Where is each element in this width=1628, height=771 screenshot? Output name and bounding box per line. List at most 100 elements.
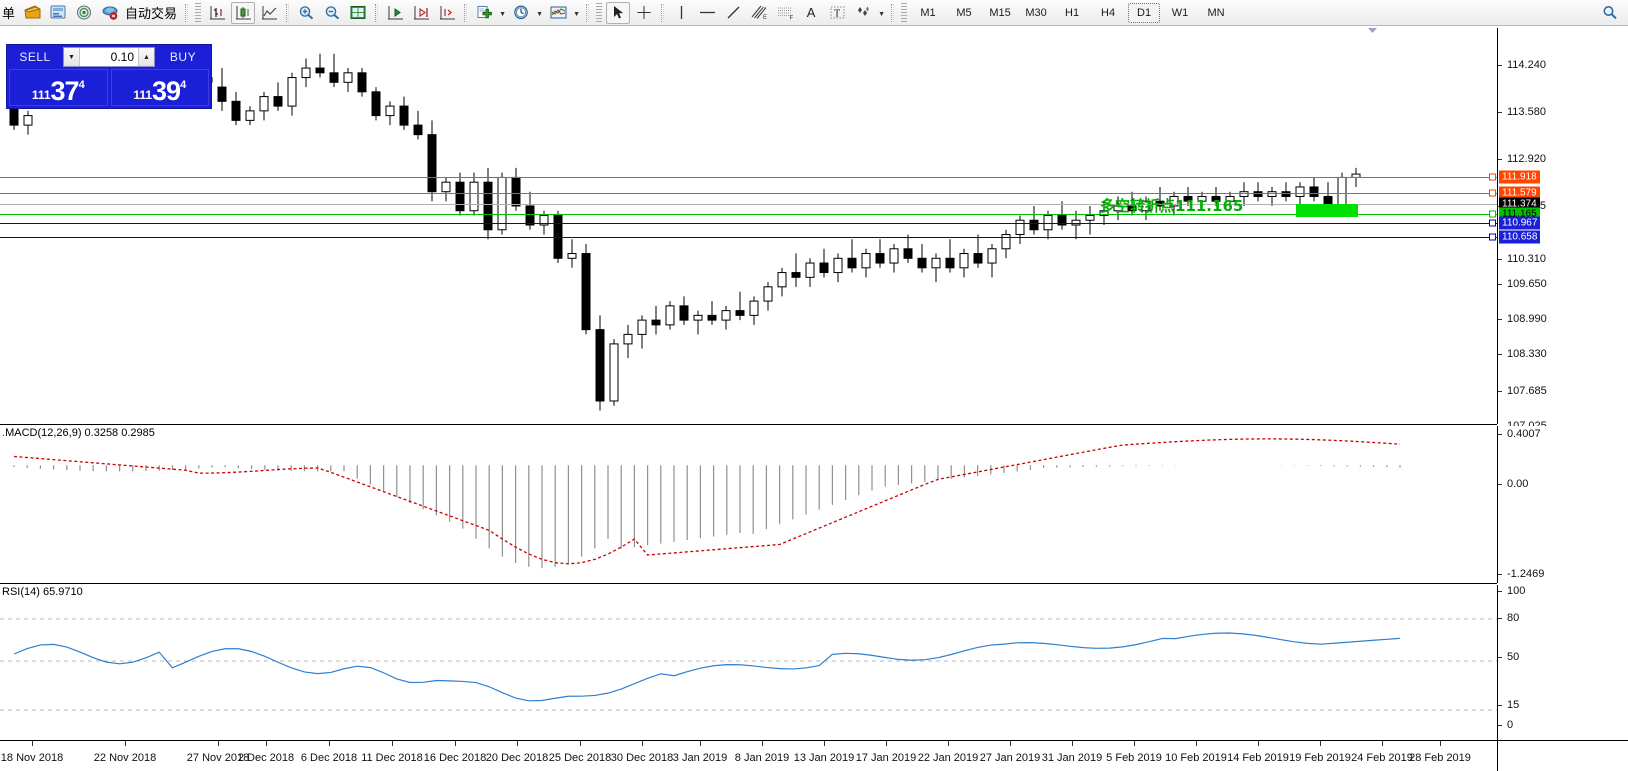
line-chart-icon[interactable]: [257, 2, 281, 24]
timeframe-m5[interactable]: M5: [956, 6, 972, 19]
candle: [847, 239, 857, 273]
resistance-111-579-line[interactable]: [0, 193, 1497, 194]
candle: [441, 177, 451, 202]
cursor-icon[interactable]: [606, 1, 631, 24]
timeframe-mn[interactable]: MN: [1207, 6, 1225, 19]
timeframe-m30[interactable]: M30: [1025, 6, 1047, 19]
resistance-111-918-handle[interactable]: [1489, 173, 1496, 181]
expert-advisor-icon[interactable]: [98, 2, 122, 24]
candle: [973, 234, 983, 268]
date-axis[interactable]: 18 Nov 2018 22 Nov 2018 27 Nov 2018 2 Dec 2…: [0, 740, 1497, 771]
date-tick-mark: [517, 741, 518, 746]
templates-dropdown-caret[interactable]: ▼: [573, 10, 580, 18]
auto-scroll-icon[interactable]: [383, 2, 407, 24]
current-price-111-374-tag[interactable]: 111.374: [1499, 197, 1540, 211]
resistance-111-918-line[interactable]: [0, 177, 1497, 178]
sell-price-prefix: 111: [31, 88, 51, 102]
zoom-out-icon[interactable]: [320, 2, 344, 24]
support-110-967-handle[interactable]: [1489, 219, 1496, 227]
macd-scale[interactable]: 0.4007 0.00 -1.2469: [1497, 426, 1628, 583]
objects-list-icon[interactable]: [851, 2, 875, 24]
highlight-rectangle[interactable]: [1296, 204, 1358, 217]
timeframe-w1[interactable]: W1: [1171, 6, 1189, 19]
toolbar-grip[interactable]: [195, 2, 202, 23]
price-tick-mark: [1498, 65, 1502, 66]
text-label-icon[interactable]: A: [806, 5, 816, 20]
macd-tick-label: -1.2469: [1507, 568, 1545, 580]
toolbar-grip-2[interactable]: [596, 2, 603, 23]
bar-chart-icon[interactable]: [205, 2, 229, 24]
one-click-trading-panel[interactable]: SELL ▼ 0.10 ▲ BUY 111 37 4 111 39 4: [6, 44, 212, 109]
sell-button[interactable]: SELL: [19, 50, 51, 64]
pivot-111-165-line[interactable]: [0, 214, 1497, 215]
support-110-658-handle[interactable]: [1489, 233, 1496, 241]
wallet-icon[interactable]: [20, 2, 44, 24]
new-order-partial-label[interactable]: 单: [2, 7, 16, 22]
chart-scroll-marker-icon[interactable]: [1368, 28, 1377, 33]
support-110-967-tag[interactable]: 110.967: [1499, 216, 1541, 230]
period-separator-icon[interactable]: [509, 2, 533, 24]
rsi-pane[interactable]: RSI(14) 65.9710: [0, 585, 1497, 740]
date-tick-label: 20 Dec 2018: [485, 752, 549, 764]
volume-decrease-icon[interactable]: ▼: [64, 48, 80, 66]
timeframe-m1[interactable]: M1: [920, 6, 936, 19]
timeframe-m15[interactable]: M15: [989, 6, 1011, 19]
fibonacci-retracement-icon[interactable]: F: [773, 2, 797, 24]
toolbar-grip-3[interactable]: [901, 2, 908, 23]
candle: [483, 167, 493, 240]
main-toolbar: 单 自动交易: [0, 0, 1628, 26]
templates-icon[interactable]: [546, 2, 570, 24]
support-110-658-line[interactable]: [0, 237, 1497, 238]
support-110-658-tag[interactable]: 110.658: [1499, 230, 1541, 244]
crosshair-icon[interactable]: [632, 2, 656, 24]
period-dropdown-caret[interactable]: ▼: [536, 10, 543, 18]
timeframe-h4[interactable]: H4: [1101, 6, 1116, 19]
candle: [735, 291, 745, 321]
pane-separator-1: [0, 424, 1497, 425]
data-window-icon[interactable]: [46, 2, 70, 24]
rsi-scale[interactable]: 100 80 50 15 0: [1497, 585, 1628, 740]
timeframe-h1[interactable]: H1: [1065, 6, 1080, 19]
text-object-icon[interactable]: T: [825, 2, 849, 24]
support-110-967-line[interactable]: [0, 223, 1497, 224]
objects-dropdown-caret[interactable]: ▼: [878, 10, 885, 18]
macd-signal-line: [13, 438, 1401, 565]
resistance-111-579-tag[interactable]: 111.579: [1499, 186, 1540, 200]
horizontal-line-icon[interactable]: [695, 2, 719, 24]
macd-pane[interactable]: .MACD(12,26,9) 0.3258 0.2985: [0, 426, 1497, 583]
vertical-line-icon[interactable]: [669, 2, 693, 24]
date-tick-label: 25 Dec 2018: [548, 752, 612, 764]
zoom-in-icon[interactable]: [294, 2, 318, 24]
search-icon[interactable]: [1598, 2, 1622, 24]
resistance-111-579-handle[interactable]: [1489, 189, 1496, 197]
candle: [791, 253, 801, 287]
chart-shift-end-icon[interactable]: [435, 2, 459, 24]
pivot-111-165-handle[interactable]: [1489, 210, 1496, 218]
equidistant-channel-icon[interactable]: E: [747, 2, 771, 24]
trendline-icon[interactable]: [721, 2, 745, 24]
candle: [1267, 186, 1277, 206]
add-indicator-dropdown-caret[interactable]: ▼: [499, 10, 506, 18]
macd-label-text: MACD(12,26,9) 0.3258 0.2985: [5, 427, 155, 439]
signal-icon[interactable]: [72, 2, 96, 24]
candlestick-chart-icon[interactable]: [231, 1, 256, 24]
chart-shift-icon[interactable]: [409, 2, 433, 24]
main-chart-pane[interactable]: 多空转折点111.165: [0, 28, 1497, 424]
tile-windows-icon[interactable]: [346, 2, 370, 24]
timeframe-d1[interactable]: D1: [1128, 2, 1161, 23]
sell-price-cell[interactable]: 111 37 4: [9, 69, 108, 106]
date-tick-mark: [762, 741, 763, 746]
buy-price-cell[interactable]: 111 39 4: [110, 69, 209, 106]
buy-button[interactable]: BUY: [169, 50, 197, 64]
auto-trading-label[interactable]: 自动交易: [125, 7, 178, 22]
resistance-111-918-tag[interactable]: 111.918: [1499, 170, 1540, 184]
pane-separator-2: [0, 583, 1497, 584]
add-indicator-icon[interactable]: [472, 2, 496, 24]
price-scale[interactable]: 114.240113.580112.920112.275110.310109.6…: [1497, 28, 1628, 454]
volume-stepper[interactable]: ▼ 0.10 ▲: [63, 47, 155, 67]
candle: [329, 53, 339, 88]
volume-increase-icon[interactable]: ▲: [138, 48, 154, 66]
volume-input[interactable]: 0.10: [110, 50, 134, 64]
rsi-line: [13, 632, 1401, 702]
toolbar-separator-6: [661, 3, 665, 22]
